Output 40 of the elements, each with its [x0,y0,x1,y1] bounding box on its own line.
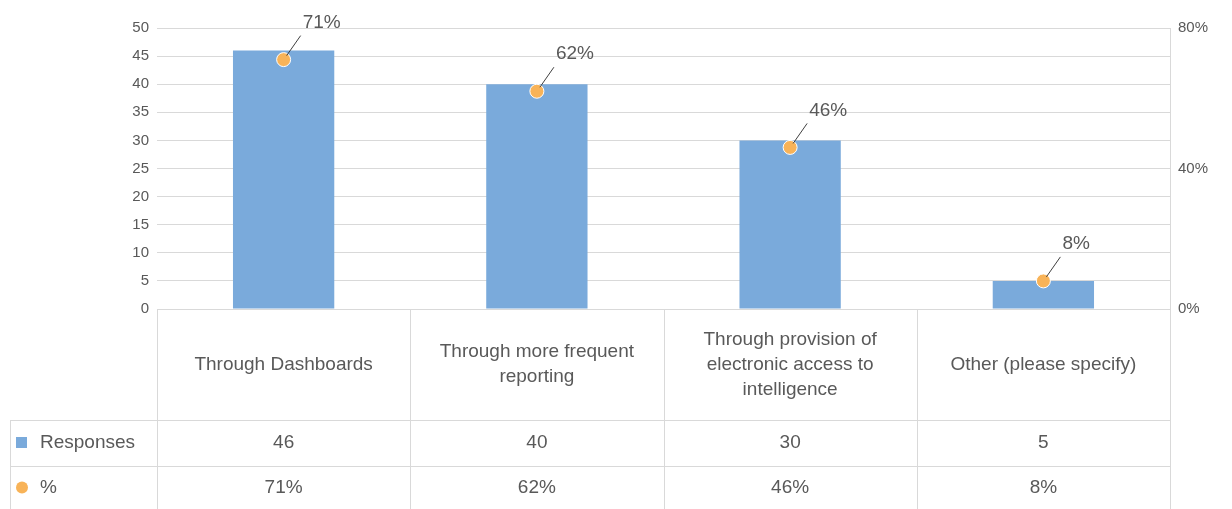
point [1035,273,1051,289]
y-tick-label: 15 [132,214,149,232]
data-label: 46 [273,431,295,453]
x-tick-label: Other (please specify) [950,352,1137,374]
legend-label: Responses [40,431,136,453]
y2-tick-label: 40% [1178,158,1209,176]
point [529,83,545,99]
text: 46% [809,98,848,120]
data-label: 8% [1029,475,1058,497]
y-tick-label: 50 [132,18,149,36]
point [276,52,292,68]
y-tick-label: 0 [140,299,149,317]
data-label: 46% [771,475,810,497]
y-tick-label: 5 [140,271,149,289]
x-tick-label: Through more frequent reporting [439,340,635,387]
data-label: 5 [1038,431,1049,453]
bar [486,84,588,309]
y-tick-label: 20 [132,186,149,204]
y-tick-label: 40 [132,74,149,92]
y2-tick-label: 0% [1178,299,1200,317]
data-label: 30 [779,431,801,453]
y-tick-label: 45 [132,46,149,64]
bar [739,140,841,309]
bar [232,50,335,309]
point [782,139,798,155]
y2-tick-label: 80% [1178,18,1209,36]
data-label: 40 [526,431,548,453]
legend-label: % [40,475,57,497]
bar [992,280,1095,309]
y-tick-label: 25 [132,158,149,176]
text: 62% [555,42,594,64]
y-tick-label: 30 [132,130,149,148]
text: 8% [1062,232,1090,254]
x-tick-label: Through provision of electronic access to intelligence [703,327,878,399]
data-label: 62% [517,475,556,497]
data-label: 71% [264,475,303,497]
x-tick-label: Through Dashboards [194,352,373,374]
y-tick-label: 35 [132,102,149,120]
y-tick-label: 10 [132,242,149,260]
text: 71% [302,10,341,32]
